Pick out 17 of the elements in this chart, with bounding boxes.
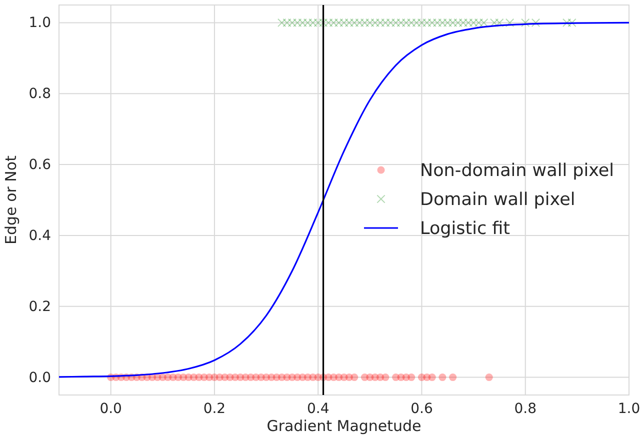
x-axis-title: Gradient Magnetude xyxy=(266,417,422,435)
x-tick-label: 1.0 xyxy=(618,400,640,417)
x-tick-label: 0.6 xyxy=(410,400,433,417)
y-tick-label: 0.6 xyxy=(28,157,52,174)
x-tick-label: 0.0 xyxy=(100,400,122,417)
y-tick-label: 1.0 xyxy=(28,15,51,32)
y-tick-label: 0.8 xyxy=(28,86,51,102)
legend-label: Logistic fit xyxy=(420,219,510,239)
y-tick-label: 0.0 xyxy=(28,370,51,386)
x-tick-label: 0.4 xyxy=(306,400,330,417)
legend-label: Non-domain wall pixel xyxy=(420,161,614,181)
x-tick-label: 0.8 xyxy=(514,400,536,417)
legend-label: Domain wall pixel xyxy=(420,190,576,210)
y-tick-label: 0.2 xyxy=(28,298,51,315)
y-axis-title: Edge or Not xyxy=(2,155,20,244)
x-tick-label: 0.2 xyxy=(203,400,226,417)
y-tick-label: 0.4 xyxy=(28,228,52,244)
